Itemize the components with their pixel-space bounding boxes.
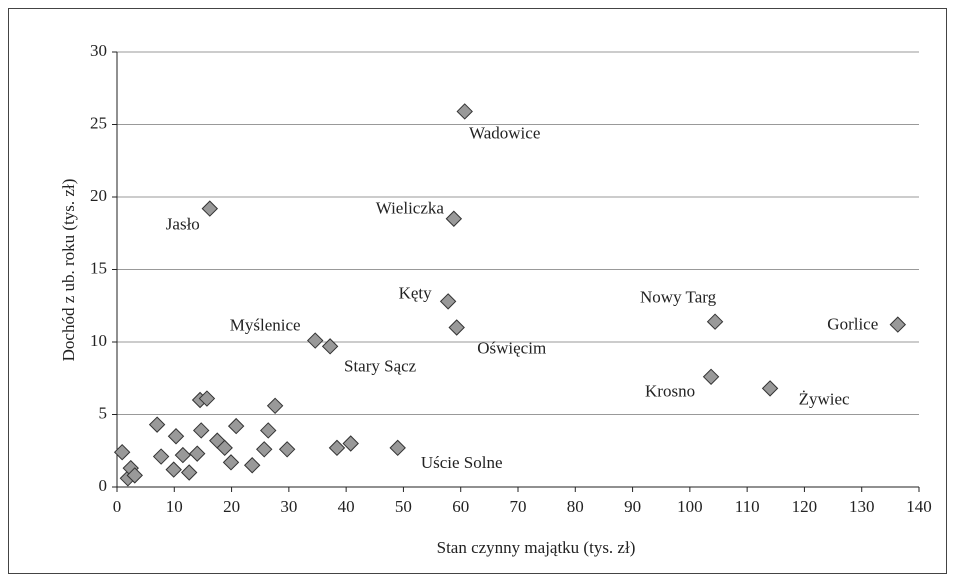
point-label: Wieliczka	[376, 199, 445, 218]
y-tick-label: 30	[90, 41, 107, 60]
y-tick-label: 5	[99, 403, 108, 422]
point	[389, 439, 406, 457]
point	[702, 368, 720, 386]
point	[222, 454, 240, 471]
x-tick-label: 110	[735, 497, 760, 516]
point	[198, 390, 216, 407]
y-axis-label: Dochód z ub. roku (tys. zł)	[59, 179, 78, 362]
point	[243, 457, 261, 474]
point	[152, 448, 170, 465]
y-tick-label: 20	[90, 186, 107, 205]
x-tick-label: 0	[113, 497, 122, 516]
point-label: Jasło	[166, 215, 200, 234]
x-tick-label: 60	[452, 497, 469, 516]
point	[321, 338, 339, 355]
x-tick-label: 50	[395, 497, 412, 516]
point	[174, 446, 192, 464]
x-tick-label: 140	[906, 497, 932, 516]
point-label: Myślenice	[230, 315, 301, 334]
x-axis-label: Stan czynny majątku (tys. zł)	[437, 538, 636, 557]
point-label: Gorlice	[827, 315, 878, 334]
point	[266, 397, 284, 415]
point	[193, 422, 210, 439]
point-label: Stary Sącz	[344, 356, 417, 375]
point	[227, 417, 245, 435]
point	[188, 445, 206, 462]
point	[201, 200, 219, 217]
y-tick-label: 0	[99, 476, 108, 495]
point	[260, 422, 277, 439]
x-tick-label: 10	[166, 497, 183, 516]
x-tick-label: 70	[510, 497, 527, 516]
point	[278, 441, 296, 458]
point	[113, 443, 131, 461]
point	[165, 461, 182, 478]
x-tick-label: 40	[338, 497, 355, 516]
point-label: Oświęcim	[477, 338, 546, 357]
point-label: Żywiec	[799, 389, 850, 408]
y-tick-label: 15	[90, 258, 107, 277]
x-tick-label: 30	[280, 497, 297, 516]
x-tick-label: 130	[849, 497, 875, 516]
point	[445, 210, 463, 227]
point	[167, 428, 185, 445]
x-tick-label: 80	[567, 497, 584, 516]
point-label: Krosno	[645, 382, 695, 401]
point	[706, 313, 724, 330]
point	[328, 439, 346, 457]
point	[456, 103, 473, 120]
point-label: Wadowice	[469, 123, 540, 142]
x-tick-label: 90	[624, 497, 641, 516]
point	[126, 467, 143, 484]
point-label: Nowy Targ	[640, 288, 717, 307]
point	[148, 416, 166, 433]
point	[216, 439, 233, 457]
x-tick-label: 100	[677, 497, 703, 516]
point	[761, 380, 779, 397]
point	[889, 316, 907, 333]
y-tick-label: 10	[90, 331, 107, 350]
point	[342, 435, 359, 452]
point-label: Kęty	[399, 283, 433, 302]
point	[439, 293, 457, 310]
point	[307, 332, 324, 349]
point	[180, 464, 198, 481]
point	[256, 441, 273, 458]
point	[448, 319, 465, 336]
frame	[8, 8, 947, 574]
x-tick-label: 20	[223, 497, 240, 516]
x-tick-label: 120	[792, 497, 818, 516]
y-tick-label: 25	[90, 113, 107, 132]
point-label: Uście Solne	[421, 453, 503, 472]
